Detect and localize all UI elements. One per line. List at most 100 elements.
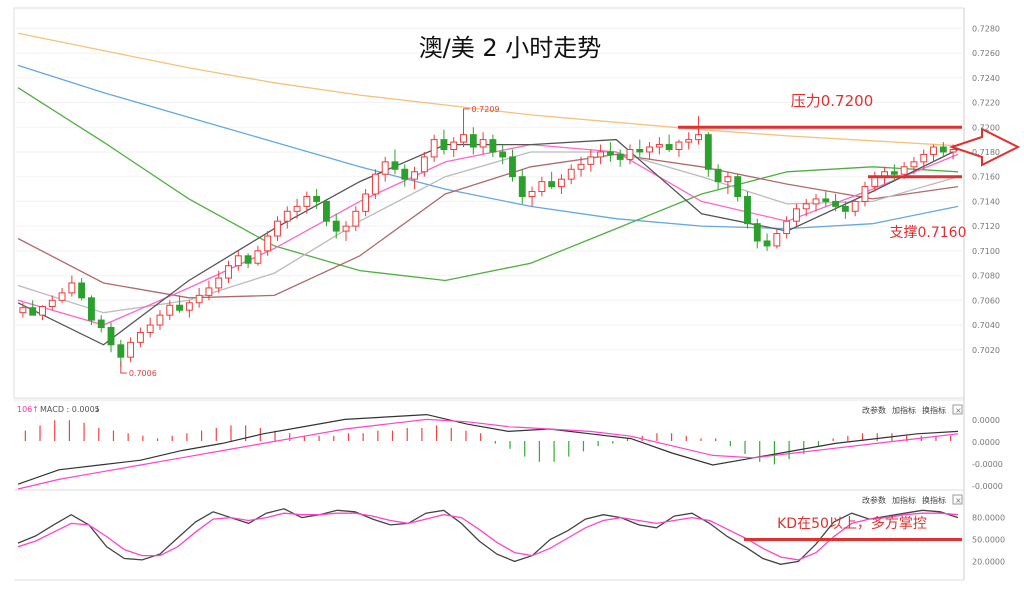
candle-body	[597, 151, 605, 158]
candle-body	[156, 314, 164, 326]
candle-body	[606, 151, 614, 155]
moving-average-line-4	[17, 151, 959, 314]
candle-body	[420, 156, 428, 173]
candle-body	[793, 208, 800, 222]
candle-body	[822, 198, 830, 202]
high-marker	[463, 108, 470, 121]
candle-body	[29, 307, 37, 316]
candle-body	[352, 210, 360, 227]
candle-body	[548, 181, 556, 188]
candle-body	[48, 299, 56, 307]
candle-body	[342, 225, 350, 232]
price-tick-label: 0.7200	[972, 123, 1000, 132]
candle-body	[577, 163, 585, 170]
support-label: 支撑0.7160	[890, 225, 967, 241]
candle-body	[225, 265, 232, 279]
candle-body	[499, 151, 507, 158]
candle-body	[714, 168, 722, 183]
macd-close-glyph: ×	[955, 406, 962, 415]
macd-button-1[interactable]: 加指标	[892, 405, 916, 415]
macd-tick-label: 0.0000	[972, 416, 1000, 425]
candle-body	[636, 149, 644, 153]
candle-body	[949, 149, 957, 153]
macd-tick-label: 0.0000	[972, 438, 1000, 447]
candle-body	[626, 149, 634, 160]
candle-body	[68, 282, 76, 294]
moving-average-line-0	[17, 32, 959, 147]
resistance-label: 压力0.7200	[791, 92, 874, 110]
candle-body	[146, 324, 154, 333]
low-label: 0.7006	[129, 369, 157, 378]
candle-body	[274, 220, 281, 237]
candle-body	[930, 146, 937, 155]
candle-body	[244, 255, 252, 264]
candle-body	[254, 250, 262, 264]
candle-body	[734, 176, 742, 197]
macd-close-icon[interactable]	[952, 404, 963, 415]
kdj-button-0[interactable]: 改参数	[862, 495, 886, 505]
candle-body	[509, 156, 516, 178]
price-tick-label: 0.7100	[972, 247, 1000, 256]
candle-body	[323, 200, 330, 222]
moving-average-line-3	[17, 153, 959, 299]
candle-body	[469, 134, 477, 148]
candle-body	[58, 292, 66, 301]
candle-body	[107, 327, 115, 346]
kdj-button-2[interactable]: 换指标	[922, 495, 946, 505]
price-tick-label: 0.7180	[972, 148, 1000, 157]
candle-body	[166, 304, 174, 316]
moving-average-line-1	[17, 64, 959, 230]
candle-body	[538, 181, 546, 193]
candle-body	[655, 144, 663, 148]
candle-body	[215, 277, 223, 289]
candle-body	[783, 220, 791, 235]
candle-body	[489, 139, 497, 153]
candle-body	[19, 307, 27, 314]
price-tick-label: 0.7220	[972, 99, 1000, 108]
price-tick-label: 0.7060	[972, 296, 1000, 305]
candle-body	[685, 139, 693, 143]
candle-body	[195, 294, 203, 304]
macd-down-icon: ↓	[94, 405, 101, 414]
candle-body	[744, 195, 751, 225]
price-tick-label: 0.7160	[972, 173, 1000, 182]
kdj-button-1[interactable]: 加指标	[892, 495, 916, 505]
candle-body	[362, 193, 370, 212]
candle-body	[773, 233, 781, 247]
macd-prefix: 106	[17, 405, 32, 414]
candle-body	[391, 161, 399, 170]
low-marker	[120, 361, 127, 374]
candle-body	[518, 176, 526, 197]
kdj-line-d	[17, 512, 959, 561]
candle-body	[136, 331, 144, 343]
candle-body	[39, 305, 46, 316]
price-tick-label: 0.7020	[972, 346, 1000, 355]
candle-body	[176, 304, 183, 311]
price-tick-label: 0.7040	[972, 321, 1000, 330]
macd-line-dea	[17, 418, 959, 490]
moving-average-line-6	[17, 138, 959, 346]
candle-body	[78, 282, 86, 299]
candle-body	[890, 171, 898, 175]
candle-body	[528, 191, 536, 197]
candle-body	[910, 161, 918, 168]
candle-body	[450, 141, 458, 150]
candle-body	[861, 186, 869, 202]
candle-body	[440, 139, 448, 151]
candle-body	[812, 198, 820, 205]
price-tick-label: 0.7080	[972, 272, 1000, 281]
macd-button-0[interactable]: 改参数	[862, 405, 886, 415]
candle-body	[117, 344, 125, 358]
candle-body	[479, 139, 487, 148]
candle-body	[616, 153, 624, 160]
right-arrow-icon	[948, 127, 1021, 167]
macd-tick-label: -0.0000	[972, 482, 1003, 491]
price-tick-label: 0.7140	[972, 197, 1000, 206]
moving-average-line-2	[17, 87, 959, 282]
candle-body	[587, 156, 595, 165]
candle-body	[841, 205, 849, 212]
macd-button-2[interactable]: 换指标	[922, 405, 946, 415]
kdj-close-icon[interactable]	[952, 494, 963, 505]
candle-body	[939, 146, 947, 153]
